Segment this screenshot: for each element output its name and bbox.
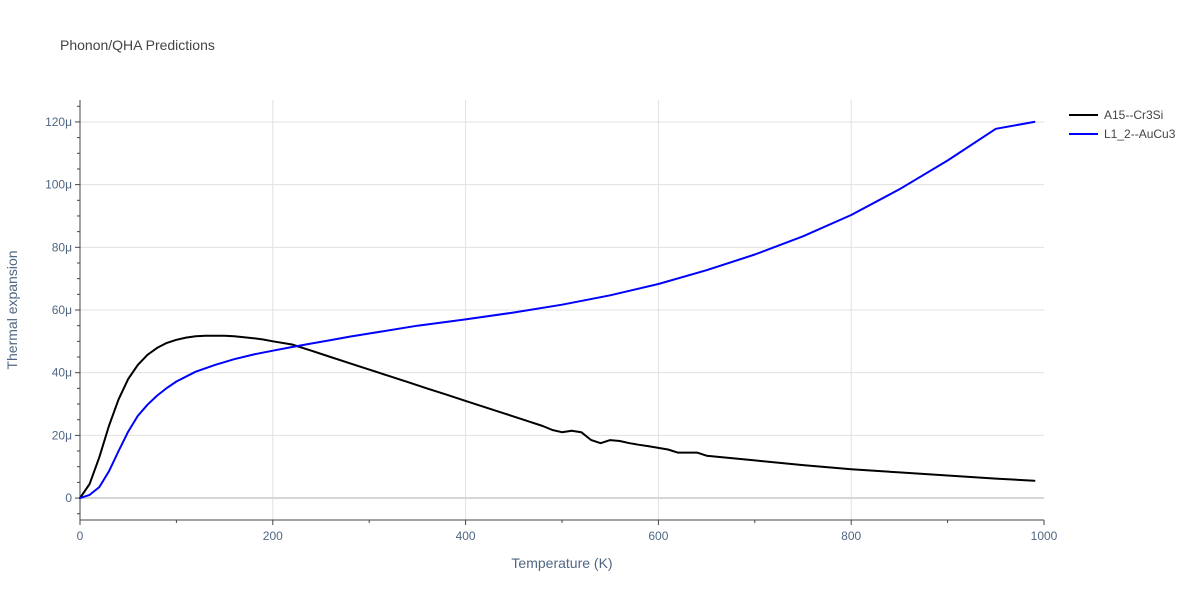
series-line-1 bbox=[79, 334, 1036, 500]
x-tick-label: 800 bbox=[841, 529, 861, 543]
plot-area bbox=[79, 120, 1036, 500]
x-tick-label: 400 bbox=[456, 529, 476, 543]
y-tick-label: 60μ bbox=[52, 303, 72, 317]
y-tick-label: 80μ bbox=[52, 240, 72, 254]
legend-label-1[interactable]: A15--Cr3Si bbox=[1104, 108, 1163, 122]
y-tick-label: 40μ bbox=[52, 366, 72, 380]
x-axis-title: Temperature (K) bbox=[511, 555, 612, 571]
grid bbox=[80, 100, 1044, 520]
series-line-2 bbox=[79, 120, 1036, 500]
x-tick-label: 200 bbox=[263, 529, 283, 543]
legend-label-2[interactable]: L1_2--AuCu3 bbox=[1104, 127, 1176, 141]
x-tick-label: 1000 bbox=[1031, 529, 1058, 543]
legend[interactable]: A15--Cr3Si L1_2--AuCu3 bbox=[1069, 108, 1176, 141]
y-tick-label: 0 bbox=[65, 491, 72, 505]
y-axis-title: Thermal expansion bbox=[4, 250, 20, 369]
x-tick-label: 600 bbox=[648, 529, 668, 543]
y-tick-label: 100μ bbox=[45, 178, 72, 192]
chart-title: Phonon/QHA Predictions bbox=[60, 37, 215, 53]
y-tick-label: 20μ bbox=[52, 428, 72, 442]
axes: 0 200 400 600 800 1000 0 20μ 40μ 60μ 80μ 100μ 120μ bbox=[45, 100, 1058, 543]
y-tick-label: 120μ bbox=[45, 115, 72, 129]
x-tick-label: 0 bbox=[77, 529, 84, 543]
